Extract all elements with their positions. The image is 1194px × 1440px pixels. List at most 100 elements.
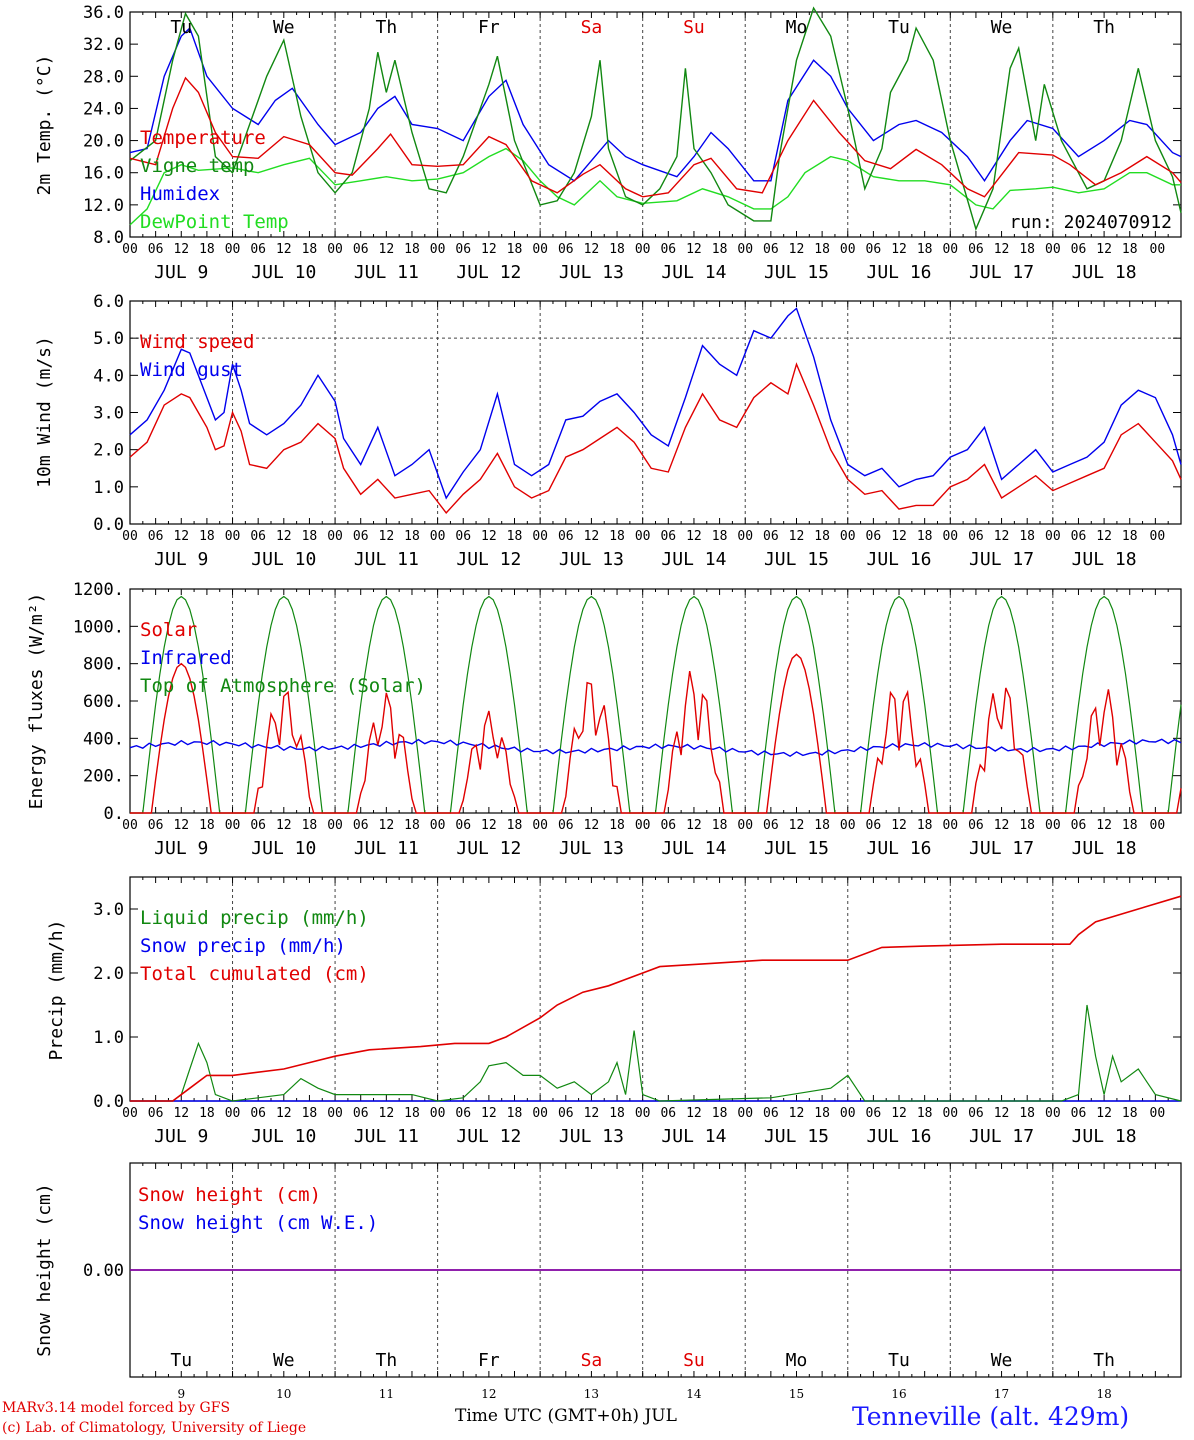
legend-entry: Top of Atmosphere (Solar) — [140, 675, 426, 697]
day-date-label: JUL 9 — [154, 549, 208, 570]
hour-tick-label: 12 — [994, 818, 1010, 833]
hour-tick-label: 06 — [455, 818, 471, 833]
day-date-label: JUL 15 — [764, 549, 829, 570]
y-tick-label: 3.0 — [93, 900, 124, 920]
hour-tick-label: 18 — [814, 1106, 830, 1121]
credit-line-1: MARv3.14 model forced by GFS — [2, 1400, 231, 1416]
day-date-label: JUL 12 — [456, 549, 521, 570]
hour-tick-label: 12 — [481, 1106, 497, 1121]
legend-entry: Vigne temp — [140, 155, 254, 177]
y-tick-label: 12.0 — [83, 196, 124, 216]
day-date-label: JUL 10 — [251, 262, 316, 283]
day-date-label: JUL 16 — [867, 262, 932, 283]
legend-entry: Solar — [140, 619, 197, 641]
hour-tick-label: 18 — [1122, 1106, 1138, 1121]
day-date-label: JUL 18 — [1072, 262, 1137, 283]
day-date-label: JUL 10 — [251, 1126, 316, 1147]
hour-tick-label: 12 — [173, 242, 189, 257]
y-tick-label: 5.0 — [93, 329, 124, 349]
y-tick-label: 28.0 — [83, 67, 124, 87]
hour-tick-label: 00 — [1150, 1106, 1166, 1121]
panel-2-frame — [129, 300, 1182, 525]
hour-tick-label: 00 — [635, 242, 651, 257]
day-date-label: JUL 15 — [764, 262, 829, 283]
hour-tick-label: 00 — [122, 529, 138, 544]
hour-tick-label: 18 — [507, 242, 523, 257]
hour-tick-label: 06 — [1071, 1106, 1087, 1121]
hour-tick-label: 00 — [532, 818, 548, 833]
hour-tick-label: 12 — [891, 242, 907, 257]
day-abbr-label: Tu — [888, 1350, 910, 1371]
day-date-label: JUL 15 — [764, 1126, 829, 1147]
series-infrared — [129, 738, 1182, 758]
day-date-label: JUL 14 — [661, 549, 726, 570]
y-tick-label: 400. — [83, 729, 124, 749]
day-date-label: JUL 10 — [251, 838, 316, 859]
credit-line-2: (c) Lab. of Climatology, University of L… — [2, 1420, 307, 1436]
day-date-label: JUL 17 — [969, 549, 1034, 570]
hour-tick-label: 12 — [379, 529, 395, 544]
hour-tick-label: 06 — [250, 242, 266, 257]
legend-entry: Snow height (cm W.E.) — [138, 1212, 378, 1234]
y-axis-label: Snow height (cm) — [34, 1183, 55, 1356]
hour-tick-label: 12 — [481, 818, 497, 833]
day-date-label: JUL 13 — [559, 1126, 624, 1147]
hour-tick-label: 06 — [660, 529, 676, 544]
hour-tick-label: 06 — [968, 529, 984, 544]
hour-tick-label: 00 — [532, 1106, 548, 1121]
series-vigne-temp — [129, 6, 1182, 232]
hour-tick-label: 18 — [712, 818, 728, 833]
hour-tick-label: 00 — [430, 1106, 446, 1121]
hour-tick-label: 18 — [917, 1106, 933, 1121]
hour-tick-label: 12 — [789, 818, 805, 833]
day-date-label: JUL 10 — [251, 549, 316, 570]
hour-tick-label: 06 — [148, 818, 164, 833]
hour-tick-label: 06 — [763, 242, 779, 257]
hour-tick-label: 12 — [686, 529, 702, 544]
hour-tick-label: 00 — [635, 529, 651, 544]
hour-tick-label: 12 — [379, 242, 395, 257]
x-axis-title: Time UTC (GMT+0h) JUL — [455, 1406, 677, 1426]
y-tick-label: 32.0 — [83, 35, 124, 55]
hour-tick-label: 06 — [558, 1106, 574, 1121]
hour-tick-label: 00 — [327, 529, 343, 544]
hour-tick-label: 12 — [686, 1106, 702, 1121]
hour-tick-label: 12 — [276, 242, 292, 257]
hour-tick-label: 00 — [1045, 818, 1061, 833]
hour-tick-label: 12 — [276, 818, 292, 833]
hour-tick-label: 12 — [789, 1106, 805, 1121]
day-abbr-label: Fr — [478, 17, 500, 38]
day-number-label: 12 — [481, 1387, 496, 1401]
y-tick-label: 800. — [83, 655, 124, 675]
day-date-label: JUL 13 — [559, 549, 624, 570]
day-date-label: JUL 18 — [1072, 838, 1137, 859]
hour-tick-label: 18 — [1122, 818, 1138, 833]
hour-tick-label: 12 — [686, 818, 702, 833]
hour-tick-label: 18 — [609, 1106, 625, 1121]
day-date-label: JUL 9 — [154, 1126, 208, 1147]
hour-tick-label: 00 — [1045, 242, 1061, 257]
hour-tick-label: 00 — [737, 818, 753, 833]
day-date-label: JUL 15 — [764, 838, 829, 859]
day-abbr-label: We — [273, 17, 295, 38]
hour-tick-label: 06 — [250, 818, 266, 833]
day-date-label: JUL 14 — [661, 1126, 726, 1147]
hour-tick-label: 00 — [635, 1106, 651, 1121]
hour-tick-label: 06 — [866, 242, 882, 257]
y-axis-label: 10m Wind (m/s) — [34, 336, 55, 488]
hour-tick-label: 12 — [481, 529, 497, 544]
day-abbr-label: Sa — [581, 17, 603, 38]
hour-tick-label: 06 — [148, 242, 164, 257]
hour-tick-label: 18 — [1122, 242, 1138, 257]
day-date-label: JUL 18 — [1072, 1126, 1137, 1147]
day-abbr-label: We — [991, 1350, 1013, 1371]
hour-tick-label: 00 — [327, 1106, 343, 1121]
day-date-label: JUL 14 — [661, 838, 726, 859]
hour-tick-label: 06 — [1071, 242, 1087, 257]
station-name: Tenneville (alt. 429m) — [852, 1402, 1130, 1431]
legend-entry: Total cumulated (cm) — [140, 963, 369, 985]
hour-tick-label: 12 — [891, 529, 907, 544]
hour-tick-label: 18 — [712, 1106, 728, 1121]
hour-tick-label: 12 — [789, 242, 805, 257]
y-tick-label: 1.0 — [93, 1028, 124, 1048]
